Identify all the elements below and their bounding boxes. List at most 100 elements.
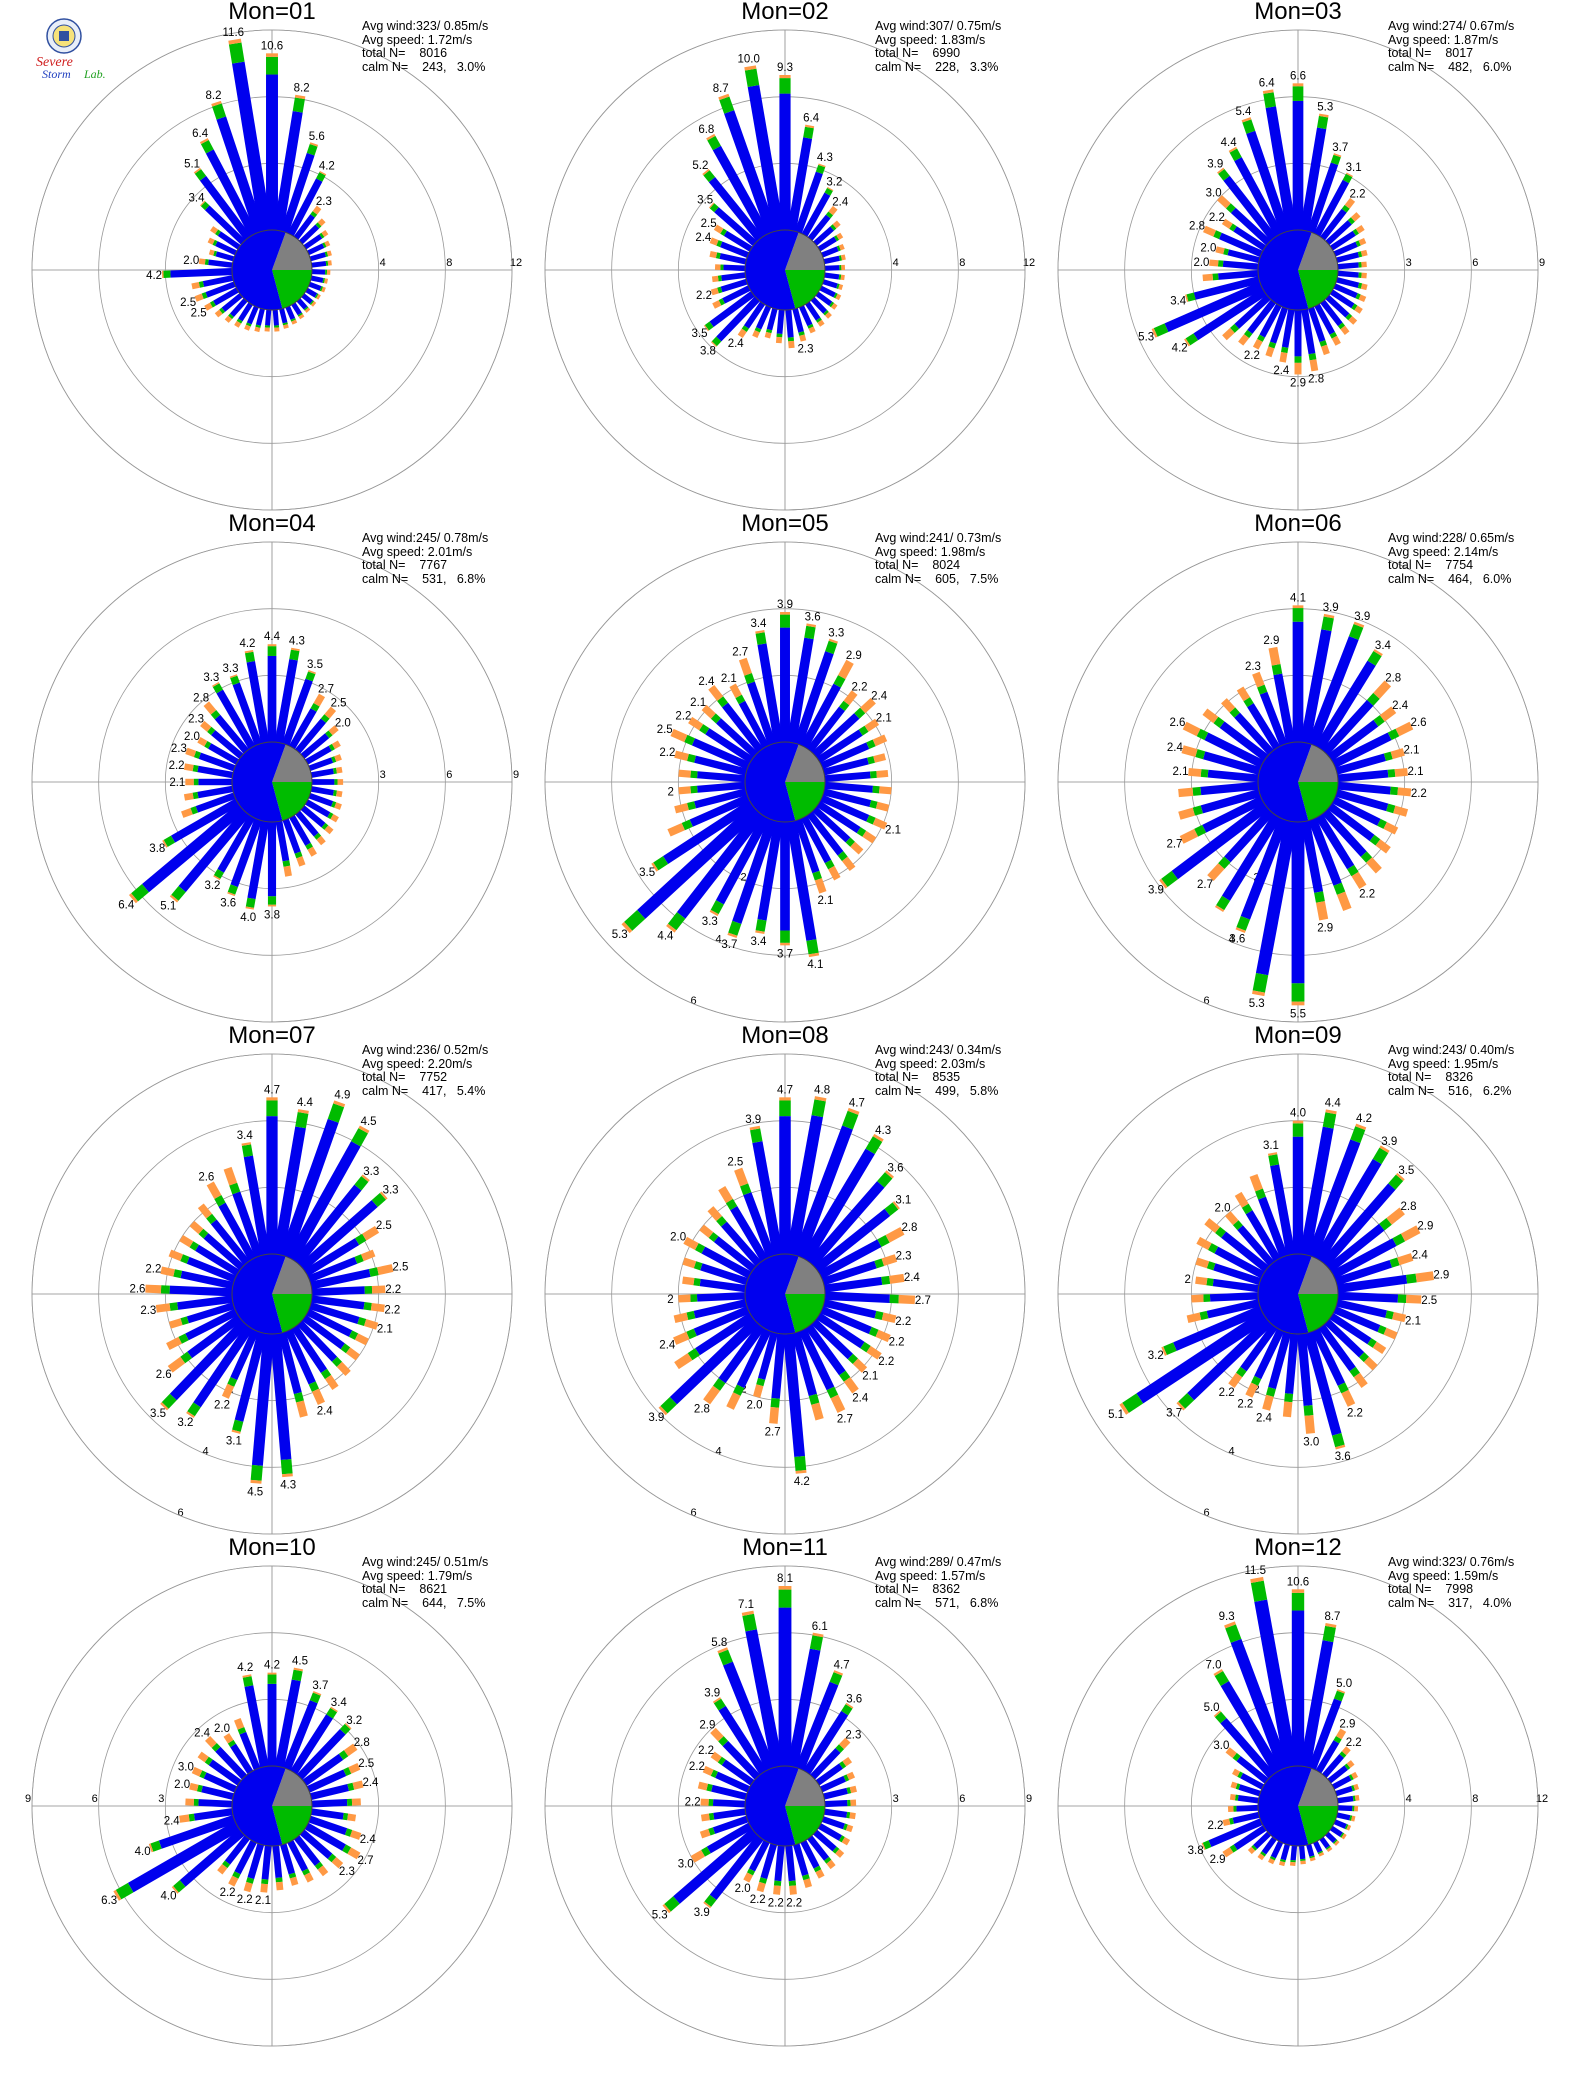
sector-bar	[769, 1333, 786, 1424]
sector-bar	[726, 1328, 772, 1410]
bar-segment	[838, 274, 842, 280]
bar-segment	[774, 1845, 785, 1882]
bar-segment	[309, 1302, 360, 1324]
bar-segment	[127, 1821, 241, 1893]
sector-bar	[1337, 781, 1412, 797]
bar-segment	[1349, 1815, 1353, 1821]
bar-segment	[1171, 801, 1270, 880]
sector-bar	[286, 1125, 370, 1262]
bar-segment	[232, 1871, 241, 1879]
sector-bar	[267, 1672, 277, 1766]
sector-bar	[1297, 1333, 1316, 1434]
bar-segment	[205, 1735, 217, 1748]
bar-segment	[708, 684, 724, 702]
bar-segment	[266, 1097, 278, 1101]
bar-label: 3.3	[702, 916, 718, 928]
bar-segment	[221, 1383, 235, 1399]
bar-segment	[757, 820, 783, 921]
wind-rose-panel: 2464.74.84.74.33.63.12.82.32.42.72.22.22…	[527, 1022, 1043, 1540]
bar-segment	[786, 820, 817, 941]
bar-label: 4.5	[292, 1656, 308, 1668]
sector-bar	[673, 1306, 750, 1345]
bar-segment	[864, 718, 880, 732]
bar-segment	[294, 1835, 321, 1866]
bar-label: 2.3	[797, 344, 813, 356]
sector-bar	[308, 792, 342, 810]
bar-label: 2.0	[670, 1232, 686, 1244]
bar-segment	[1331, 1433, 1345, 1448]
bar-segment	[1355, 293, 1361, 300]
bar-segment	[314, 293, 319, 299]
sector-bar	[198, 258, 233, 268]
sector-bar	[1321, 808, 1382, 874]
sector-bar	[310, 786, 343, 798]
bar-segment	[816, 729, 863, 764]
outer-ring	[31, 29, 513, 511]
bar-label: 3.9	[745, 1114, 761, 1126]
bar-segment	[1331, 335, 1341, 346]
bar-label: 4.4	[297, 1097, 314, 1109]
bar-segment	[364, 1319, 379, 1330]
bar-segment	[1340, 325, 1350, 335]
bar-segment	[1294, 310, 1302, 357]
bar-segment	[308, 1381, 320, 1392]
sector-bar	[290, 1706, 338, 1775]
bar-segment	[708, 1827, 716, 1836]
bar-segment	[733, 1384, 745, 1396]
bar-segment	[693, 1306, 750, 1337]
bar-segment	[198, 1228, 209, 1239]
sector-bar	[1230, 1781, 1261, 1797]
bar-segment	[697, 771, 746, 783]
hub-blue-wedge	[1258, 742, 1312, 822]
bar-segment	[1238, 1784, 1261, 1797]
bar-segment	[820, 1306, 872, 1335]
bar-segment	[334, 779, 338, 785]
bar-label: 4.0	[1290, 1108, 1306, 1120]
bar-segment	[682, 1257, 697, 1269]
bar-segment	[780, 612, 790, 615]
bar-segment	[786, 637, 814, 744]
bar-segment	[804, 124, 815, 129]
bar-segment	[800, 815, 832, 864]
sector-bar	[822, 753, 887, 776]
wind-rose-panel: 3 6 9 8.1 6.1 4.7 3.6 2.3 2.2 2.2 2.2 2.0 3.9 5.3 3.0 2…	[527, 1534, 1043, 2052]
bar-segment	[324, 825, 334, 835]
bar-segment	[806, 706, 845, 753]
bar-segment	[1357, 251, 1363, 258]
bar-segment	[266, 1116, 278, 1254]
ring	[98, 608, 446, 956]
bar-segment	[712, 300, 722, 309]
bar-segment	[246, 305, 259, 325]
sector-bar	[299, 1829, 344, 1869]
bar-segment	[299, 1200, 378, 1272]
bar-segment	[709, 291, 755, 328]
bar-segment	[1406, 1294, 1422, 1304]
bar-label: 4.5	[361, 1116, 377, 1128]
sector-bar	[1331, 1771, 1359, 1790]
bar-segment	[815, 164, 826, 175]
bar-segment	[1290, 1859, 1296, 1863]
bar-segment	[732, 818, 777, 925]
bar-segment	[847, 1353, 859, 1365]
sector-bar	[161, 268, 233, 278]
bar-segment	[792, 307, 804, 333]
bar-segment	[708, 202, 715, 209]
bar-segment	[189, 1241, 199, 1251]
bar-segment	[1363, 1356, 1378, 1371]
bar-segment	[1369, 834, 1381, 846]
bar-segment	[1318, 1324, 1356, 1372]
bar-segment	[673, 1312, 689, 1323]
bar-segment	[764, 331, 772, 339]
sector-bar	[193, 167, 252, 241]
bar-segment	[1178, 787, 1194, 798]
bar-segment	[1342, 173, 1353, 184]
bar-segment	[1322, 1625, 1336, 1643]
bar-segment	[1255, 820, 1297, 976]
bar-segment	[721, 272, 746, 281]
sector-bar	[213, 814, 256, 881]
bar-label: 4.2	[146, 270, 162, 282]
bar-segment	[201, 1785, 234, 1800]
bar-segment	[1387, 769, 1396, 778]
bar-label: 4.4	[657, 931, 674, 943]
sector-bar	[148, 1814, 236, 1853]
